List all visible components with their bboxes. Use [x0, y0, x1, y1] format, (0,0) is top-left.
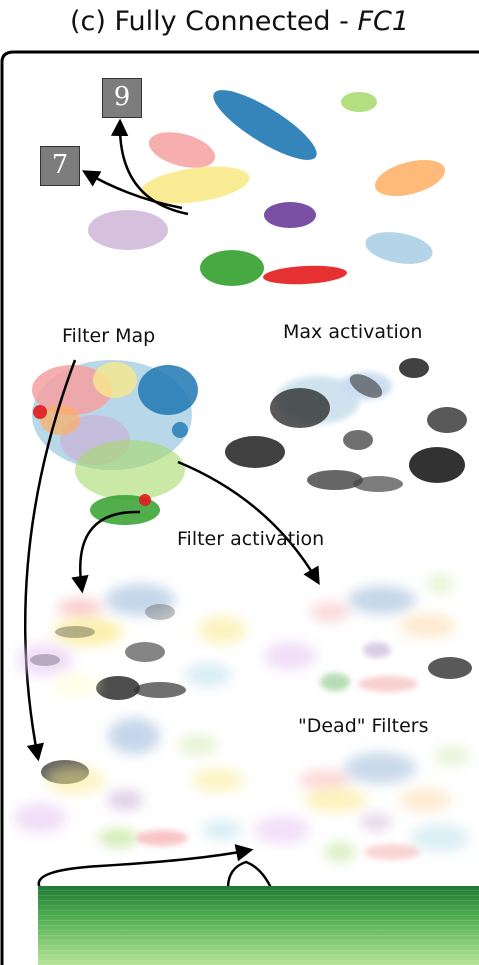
arrow-filter-map-to-lower-right [177, 460, 320, 586]
max-activation-label: Max activation [283, 321, 423, 343]
max-activation-scatter [225, 358, 467, 492]
title-prefix: (c) Fully Connected - [69, 6, 358, 37]
digit-9-thumbnail: 9 [102, 78, 142, 118]
cluster-green [200, 250, 264, 286]
arrow-to-digit-7 [81, 170, 183, 210]
cluster-lavender [88, 210, 168, 250]
filter-activation-left [17, 584, 246, 700]
dead-filter-right [254, 746, 470, 862]
cluster-orange [374, 159, 446, 197]
dead-filters-label: "Dead" Filters [298, 715, 429, 737]
cluster-pink [148, 132, 216, 168]
arrow-to-digit-9 [110, 118, 189, 216]
figure-title: (c) Fully Connected - FC1 [0, 2, 479, 42]
cluster-yellow [140, 166, 250, 204]
title-layer: FC1 [357, 6, 410, 37]
filter-activation-label: Filter activation [177, 528, 325, 550]
filter-gradient-bar [38, 886, 479, 965]
digit-7-thumbnail: 7 [40, 146, 80, 186]
filter-map-blob [32, 360, 198, 525]
arrow-filter-map-to-dead-filter [23, 359, 77, 762]
cluster-lightblue [365, 232, 433, 264]
cluster-lightgreen [341, 92, 377, 112]
arrow-filter-map-to-lower-left [71, 510, 141, 594]
dead-filter-left [14, 718, 244, 847]
cluster-red [263, 265, 347, 285]
cluster-blue [213, 90, 317, 160]
panel-border [0, 50, 479, 965]
arrow-bar-to-dead [37, 844, 254, 889]
filter-activation-right [264, 575, 472, 692]
filter-map-label: Filter Map [62, 325, 156, 347]
cluster-purple [264, 202, 316, 228]
embedding-scatter [88, 90, 446, 286]
arrow-bar-loop [226, 860, 274, 891]
